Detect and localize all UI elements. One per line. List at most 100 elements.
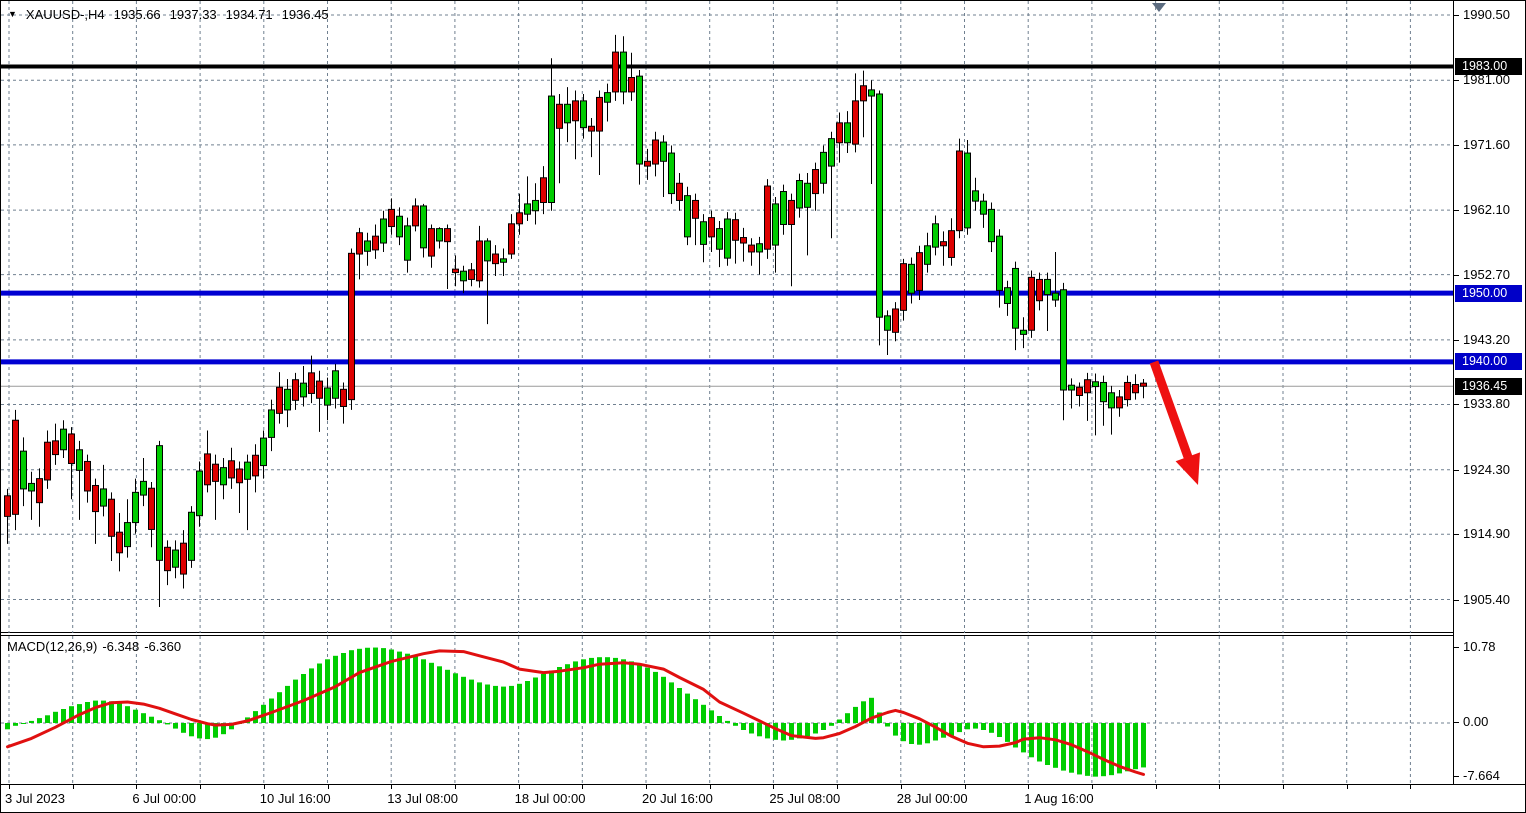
- macd-axis-tick: [1454, 775, 1459, 777]
- candle-body: [468, 269, 475, 280]
- time-axis-tick: [1219, 785, 1221, 789]
- candle-body: [220, 467, 227, 486]
- chart-shift-marker-icon[interactable]: [1152, 3, 1166, 12]
- candle-body: [1116, 396, 1123, 409]
- macd-histogram-bar: [517, 683, 522, 723]
- macd-histogram-bar: [757, 723, 762, 737]
- candle-body: [116, 531, 123, 554]
- macd-histogram-bar: [725, 720, 730, 723]
- low-value: 1934.71: [225, 7, 273, 22]
- price-axis-tick: [1454, 144, 1459, 146]
- candle-body: [356, 232, 363, 255]
- macd-histogram-bar: [853, 706, 858, 723]
- macd-histogram-bar: [101, 700, 106, 723]
- candle-body: [980, 200, 987, 215]
- candles-layer[interactable]: [4, 34, 1147, 608]
- macd-axis-label: 0.00: [1463, 714, 1489, 729]
- macd-histogram-bar: [1069, 723, 1074, 773]
- macd-histogram-bar: [557, 667, 562, 723]
- candle-body: [1124, 381, 1131, 401]
- candle-body: [972, 190, 979, 202]
- candle-body: [612, 51, 619, 93]
- macd-histogram-bar: [333, 655, 338, 723]
- candle-body: [92, 484, 99, 513]
- time-axis[interactable]: 3 Jul 2023 6 Jul 00:00 10 Jul 16:00 13 Jul …: [1, 784, 1525, 812]
- macd-chart[interactable]: [1, 636, 1453, 784]
- candle-body: [676, 182, 683, 201]
- macd-histogram-bar: [221, 723, 226, 735]
- candle-body: [932, 223, 939, 248]
- macd-histogram-bar: [533, 677, 538, 723]
- macd-histogram-bar: [981, 723, 986, 730]
- candle-body: [756, 243, 763, 253]
- price-axis[interactable]: 1990.50 1981.00 1971.60 1962.10 1952.70 1943.…: [1453, 1, 1525, 785]
- macd-histogram-bar: [357, 648, 362, 723]
- macd-histogram-bar: [285, 685, 290, 723]
- macd-histogram-bar: [749, 723, 754, 734]
- macd-histogram-bar: [429, 662, 434, 723]
- macd-histogram-bar: [341, 653, 346, 723]
- macd-histogram-bar: [613, 657, 618, 723]
- time-axis-tick: [773, 785, 775, 789]
- candle-body: [780, 191, 787, 225]
- candle-body: [1020, 329, 1027, 335]
- macd-histogram-bar: [1045, 723, 1050, 765]
- symbol-dropdown-icon[interactable]: ▼: [8, 9, 17, 19]
- macd-histogram-bar: [5, 723, 10, 730]
- price-axis-label: 1981.00: [1463, 72, 1510, 88]
- time-axis-tick: [1410, 785, 1412, 789]
- candle-body: [276, 386, 283, 414]
- macd-indicator-panel[interactable]: [1, 635, 1453, 785]
- candle-body: [940, 241, 947, 247]
- candle-body: [532, 199, 539, 212]
- candle-body: [796, 180, 803, 209]
- macd-histogram-bar: [1117, 723, 1122, 774]
- main-chart-panel[interactable]: [1, 1, 1453, 633]
- macd-histogram-bar: [797, 723, 802, 739]
- candle-body: [956, 150, 963, 232]
- macd-histogram-bar: [677, 688, 682, 723]
- candlestick-chart[interactable]: [1, 1, 1453, 633]
- candle-body: [524, 203, 531, 215]
- macd-signal-value: -6.360: [144, 639, 182, 654]
- candle-body: [156, 445, 163, 561]
- price-badge: 1936.45: [1455, 377, 1522, 395]
- candle-body: [1108, 392, 1115, 409]
- candle-body: [948, 230, 955, 258]
- candle-body: [420, 205, 427, 249]
- candle-body: [988, 208, 995, 243]
- macd-histogram-bar: [685, 693, 690, 723]
- candle-body: [884, 315, 891, 331]
- macd-histogram-bar: [269, 698, 274, 723]
- time-axis-tick: [582, 785, 584, 789]
- candle-body: [540, 177, 547, 204]
- macd-histogram-bar: [709, 710, 714, 723]
- macd-histogram-bar: [37, 718, 42, 723]
- candle-body: [908, 263, 915, 294]
- candle-body: [876, 93, 883, 318]
- time-axis-tick: [518, 785, 520, 789]
- time-axis-label: 1 Aug 16:00: [1024, 791, 1094, 806]
- macd-histogram-bar: [13, 723, 18, 726]
- macd-histogram-bar: [485, 684, 490, 723]
- candle-body: [284, 388, 291, 411]
- time-axis-tick: [646, 785, 647, 789]
- candle-body: [740, 237, 747, 244]
- candle-body: [604, 92, 611, 103]
- macd-histogram-bar: [181, 723, 186, 733]
- macd-histogram-bar: [453, 673, 458, 723]
- macd-indicator-label: MACD(12,26,9) -6.348 -6.360: [7, 639, 186, 654]
- candle-body: [36, 478, 43, 504]
- candle-body: [372, 235, 379, 251]
- candle-body: [1060, 289, 1067, 391]
- price-badge: 1950.00: [1455, 284, 1522, 302]
- candle-body: [196, 470, 203, 517]
- candle-body: [28, 482, 35, 492]
- macd-histogram-bar: [1037, 723, 1042, 762]
- time-axis-tick: [964, 785, 966, 789]
- trend-arrow[interactable]: [1149, 360, 1200, 485]
- candle-body: [492, 253, 499, 265]
- macd-histogram-bar: [509, 685, 514, 723]
- time-axis-label: 10 Jul 16:00: [259, 791, 331, 806]
